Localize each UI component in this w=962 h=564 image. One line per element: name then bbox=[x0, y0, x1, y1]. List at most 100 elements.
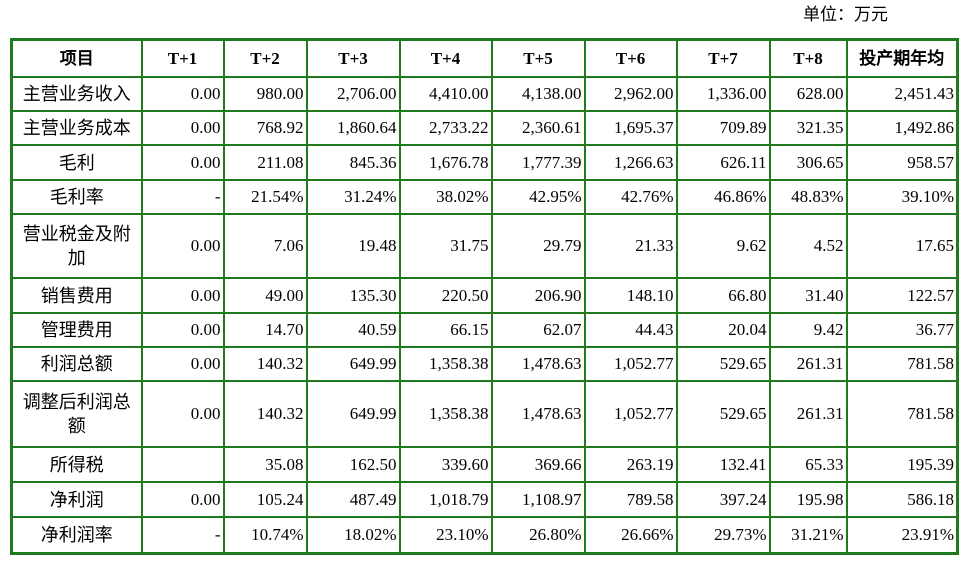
table-cell: 66.80 bbox=[675, 277, 771, 314]
table-row: 营业税金及附加 0.00 7.06 19.48 31.75 29.79 21.33 9.62 4… bbox=[10, 213, 959, 279]
table-cell: 768.92 bbox=[222, 110, 308, 146]
row-label: 利润总额 bbox=[10, 346, 143, 382]
table-cell: 1,358.38 bbox=[398, 346, 493, 382]
table-cell: 35.08 bbox=[222, 446, 308, 483]
table-row: 净利润率 -10.74% 18.02% 23.10% 26.80% 26.66% 29.73… bbox=[10, 516, 959, 554]
table-cell: 958.57 bbox=[845, 144, 959, 181]
table-cell: 1,018.79 bbox=[398, 481, 493, 518]
column-header: 投产期年均 bbox=[845, 38, 959, 78]
table-cell: 23.10% bbox=[398, 516, 493, 554]
row-label: 主营业务收入 bbox=[10, 76, 143, 112]
column-header: T+8 bbox=[768, 38, 848, 78]
table-cell: 122.57 bbox=[845, 277, 959, 314]
table-cell: 1,108.97 bbox=[490, 481, 586, 518]
column-header: T+7 bbox=[675, 38, 771, 78]
table-cell: 709.89 bbox=[675, 110, 771, 146]
table-cell: 195.39 bbox=[845, 446, 959, 483]
table-cell: 529.65 bbox=[675, 346, 771, 382]
table-cell: 789.58 bbox=[583, 481, 678, 518]
table-cell: 980.00 bbox=[222, 76, 308, 112]
table-row: 毛利 0.00 211.08 845.36 1,676.78 1,777.39 1,266.… bbox=[10, 144, 959, 181]
table-row: 利润总额 0.00 140.32 649.99 1,358.38 1,478.63 1,05… bbox=[10, 346, 959, 382]
table-cell: 0.00 bbox=[140, 481, 225, 518]
table-cell: 321.35 bbox=[768, 110, 848, 146]
table-cell: 586.18 bbox=[845, 481, 959, 518]
table-cell: 1,478.63 bbox=[490, 380, 586, 448]
table-cell: 261.31 bbox=[768, 346, 848, 382]
table-cell: 29.73% bbox=[675, 516, 771, 554]
table-cell: 1,676.78 bbox=[398, 144, 493, 181]
row-label: 主营业务成本 bbox=[10, 110, 143, 146]
table-cell: 1,336.00 bbox=[675, 76, 771, 112]
table-cell: 65.33 bbox=[768, 446, 848, 483]
table-cell: 1,358.38 bbox=[398, 380, 493, 448]
table-cell: 26.66% bbox=[583, 516, 678, 554]
row-label: 所得税 bbox=[10, 446, 143, 483]
table-cell: 36.77 bbox=[845, 312, 959, 348]
row-label: 净利润率 bbox=[10, 516, 143, 554]
table-cell: 1,777.39 bbox=[490, 144, 586, 181]
table-cell: 4.52 bbox=[768, 213, 848, 279]
column-header: T+1 bbox=[140, 38, 225, 78]
table-cell: 7.06 bbox=[222, 213, 308, 279]
table-cell: 487.49 bbox=[305, 481, 401, 518]
table-cell: 206.90 bbox=[490, 277, 586, 314]
table-row: 所得税 35.08 162.50 339.60 369.66 263.19 132.41 65… bbox=[10, 446, 959, 483]
table-cell: - bbox=[140, 179, 225, 215]
table-cell: 0.00 bbox=[140, 213, 225, 279]
table-row: 销售费用 0.00 49.00 135.30 220.50 206.90 148.10 66.… bbox=[10, 277, 959, 314]
table-cell: 397.24 bbox=[675, 481, 771, 518]
table-cell: 31.75 bbox=[398, 213, 493, 279]
table-cell: 649.99 bbox=[305, 380, 401, 448]
column-header: T+6 bbox=[583, 38, 678, 78]
table-cell: 162.50 bbox=[305, 446, 401, 483]
table-cell: 261.31 bbox=[768, 380, 848, 448]
table-cell: 781.58 bbox=[845, 380, 959, 448]
table-cell: 1,860.64 bbox=[305, 110, 401, 146]
table-cell: 2,962.00 bbox=[583, 76, 678, 112]
table-cell: - bbox=[140, 516, 225, 554]
table-cell: 2,706.00 bbox=[305, 76, 401, 112]
table-cell: 220.50 bbox=[398, 277, 493, 314]
row-label: 毛利率 bbox=[10, 179, 143, 215]
table-cell: 105.24 bbox=[222, 481, 308, 518]
table-cell: 0.00 bbox=[140, 76, 225, 112]
table-cell: 31.21% bbox=[768, 516, 848, 554]
table-cell: 10.74% bbox=[222, 516, 308, 554]
table-cell: 132.41 bbox=[675, 446, 771, 483]
table-cell: 62.07 bbox=[490, 312, 586, 348]
table-cell: 649.99 bbox=[305, 346, 401, 382]
table-cell: 31.24% bbox=[305, 179, 401, 215]
table-cell: 148.10 bbox=[583, 277, 678, 314]
table-row: 管理费用 0.00 14.70 40.59 66.15 62.07 44.43 20.04 9.… bbox=[10, 312, 959, 348]
table-cell: 339.60 bbox=[398, 446, 493, 483]
table-cell: 1,052.77 bbox=[583, 346, 678, 382]
column-header: 项目 bbox=[10, 38, 143, 78]
table-cell: 211.08 bbox=[222, 144, 308, 181]
table-row: 毛利率 -21.54% 31.24% 38.02% 42.95% 42.76% 46.86%… bbox=[10, 179, 959, 215]
column-header: T+5 bbox=[490, 38, 586, 78]
table-cell: 48.83% bbox=[768, 179, 848, 215]
table-row: 主营业务收入 0.00 980.00 2,706.00 4,410.00 4,138.00… bbox=[10, 76, 959, 112]
table-cell: 781.58 bbox=[845, 346, 959, 382]
table-cell: 628.00 bbox=[768, 76, 848, 112]
table-cell: 369.66 bbox=[490, 446, 586, 483]
table-cell: 18.02% bbox=[305, 516, 401, 554]
table-cell: 23.91% bbox=[845, 516, 959, 554]
table-cell: 19.48 bbox=[305, 213, 401, 279]
table-cell: 31.40 bbox=[768, 277, 848, 314]
row-label: 净利润 bbox=[10, 481, 143, 518]
row-label: 调整后利润总额 bbox=[10, 380, 143, 448]
row-label: 销售费用 bbox=[10, 277, 143, 314]
table-cell: 9.42 bbox=[768, 312, 848, 348]
table-cell: 38.02% bbox=[398, 179, 493, 215]
table-cell: 21.54% bbox=[222, 179, 308, 215]
table-cell: 306.65 bbox=[768, 144, 848, 181]
table-cell: 42.76% bbox=[583, 179, 678, 215]
table-cell: 2,451.43 bbox=[845, 76, 959, 112]
table-cell: 0.00 bbox=[140, 277, 225, 314]
table-cell: 66.15 bbox=[398, 312, 493, 348]
table-row: 主营业务成本 0.00 768.92 1,860.64 2,733.22 2,360.61… bbox=[10, 110, 959, 146]
column-header: T+4 bbox=[398, 38, 493, 78]
table-cell: 1,478.63 bbox=[490, 346, 586, 382]
